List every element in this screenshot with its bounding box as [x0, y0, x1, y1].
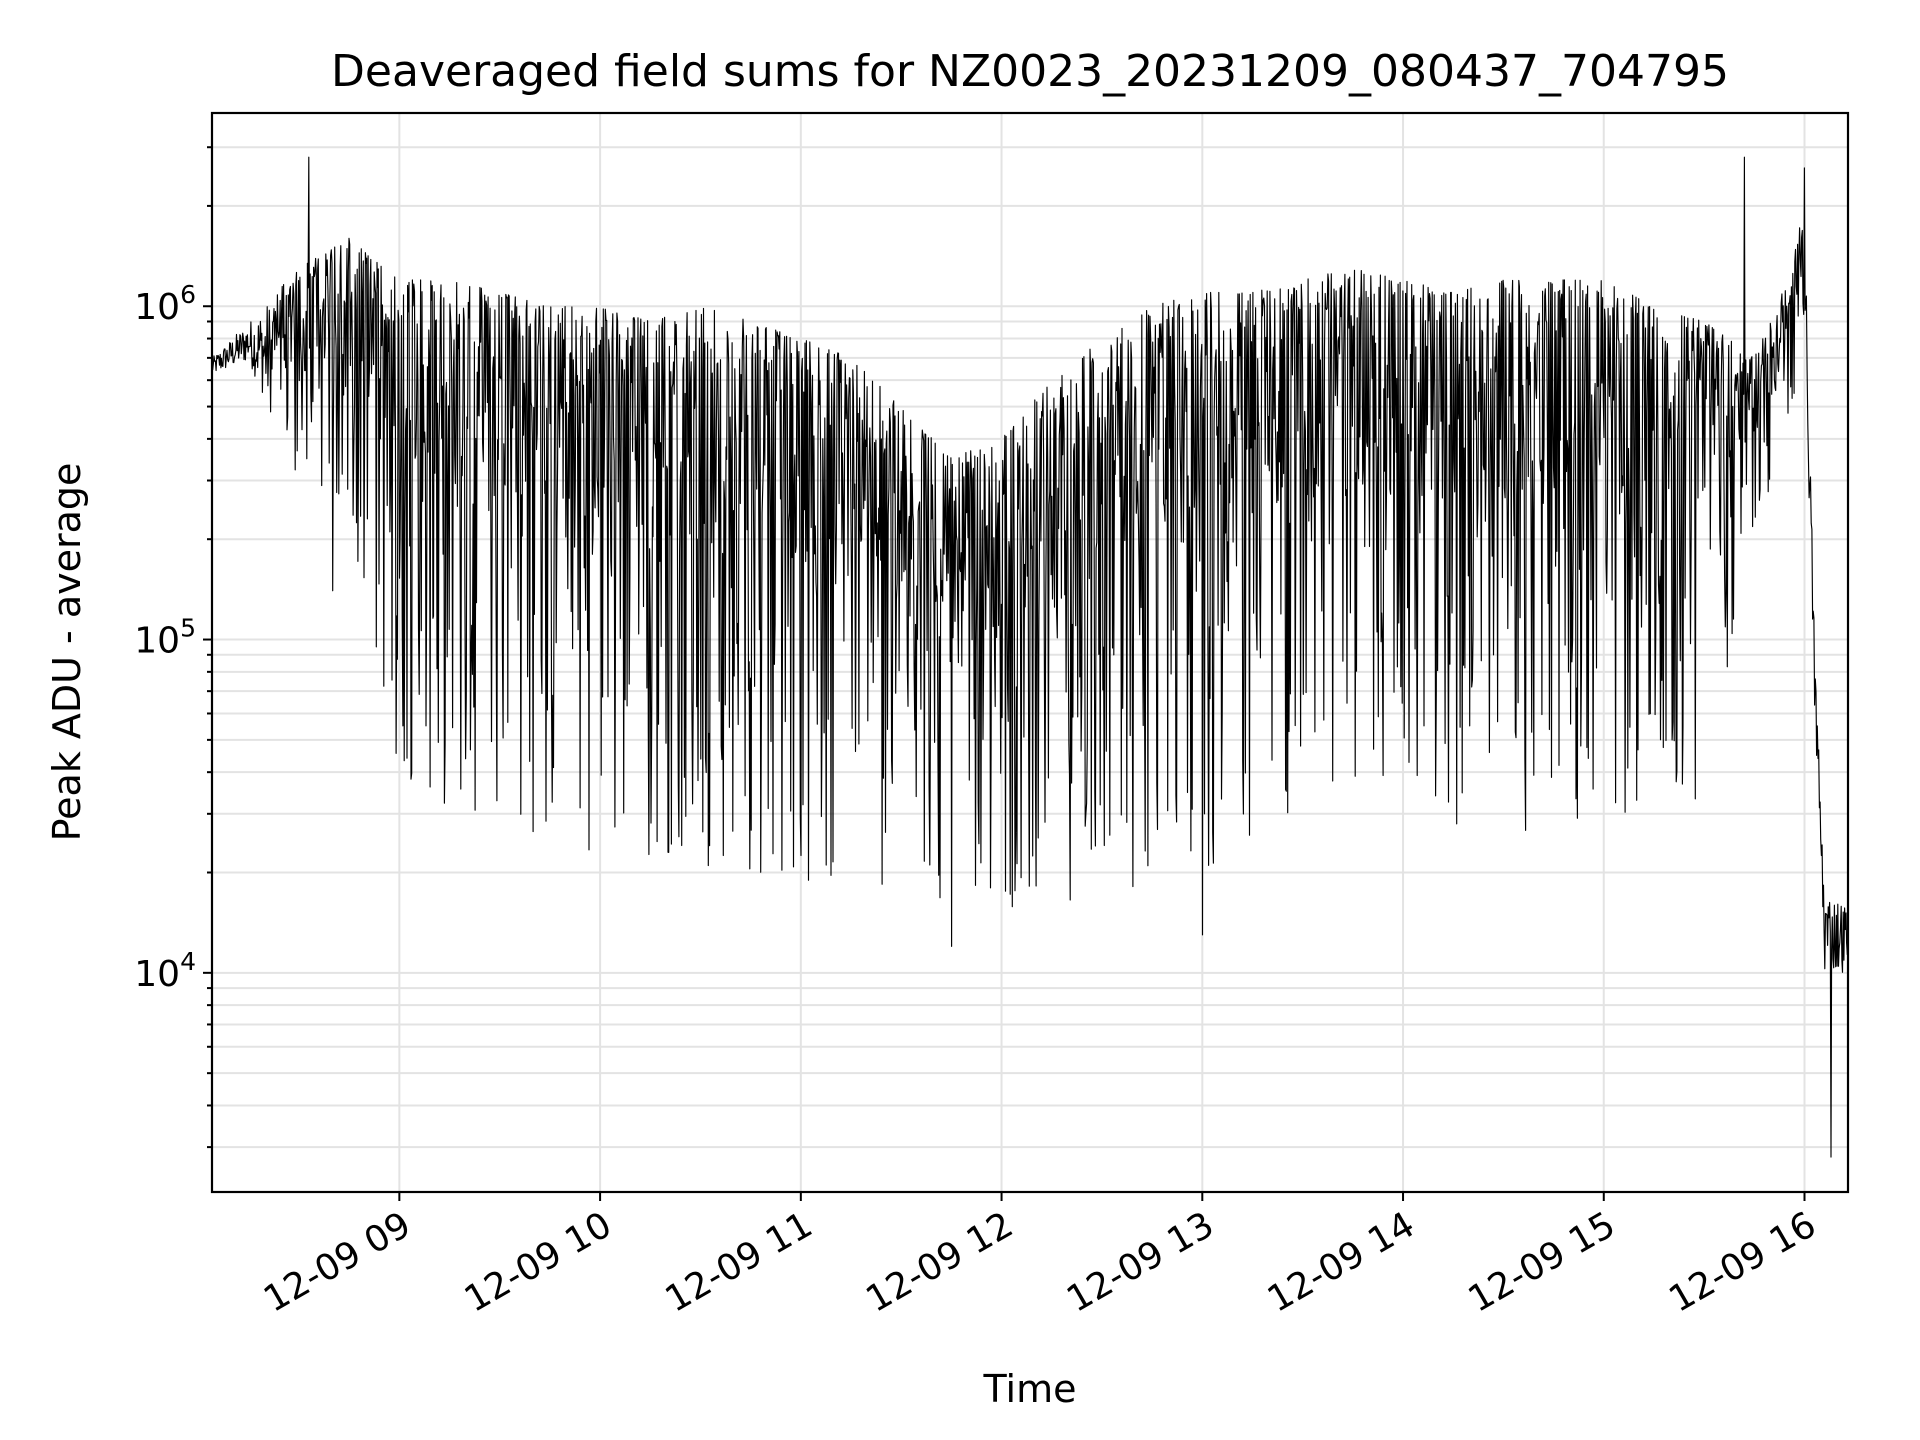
- x-tick-label: 12-09 14: [1261, 1204, 1422, 1320]
- x-tick-label: 12-09 12: [859, 1204, 1020, 1320]
- x-tick-label: 12-09 09: [257, 1204, 418, 1320]
- x-tick-label: 12-09 13: [1060, 1204, 1221, 1320]
- y-tick-label: 106: [134, 280, 196, 328]
- x-tick-label: 12-09 10: [458, 1204, 619, 1320]
- chart-title: Deaveraged field sums for NZ0023_2023120…: [331, 46, 1729, 97]
- series-line-peak-adu: [211, 156, 1849, 1158]
- x-tick-label: 12-09 11: [659, 1204, 820, 1320]
- data-series: [211, 156, 1849, 1158]
- plot-frame: [210, 111, 1850, 1194]
- x-tick-label: 12-09 16: [1662, 1204, 1823, 1320]
- y-tick-label: 105: [134, 614, 196, 662]
- y-axis-label: Peak ADU - average: [45, 463, 89, 842]
- x-tick-label: 12-09 15: [1462, 1204, 1623, 1320]
- y-tick-label: 104: [134, 947, 196, 995]
- x-axis-label: Time: [983, 1367, 1077, 1411]
